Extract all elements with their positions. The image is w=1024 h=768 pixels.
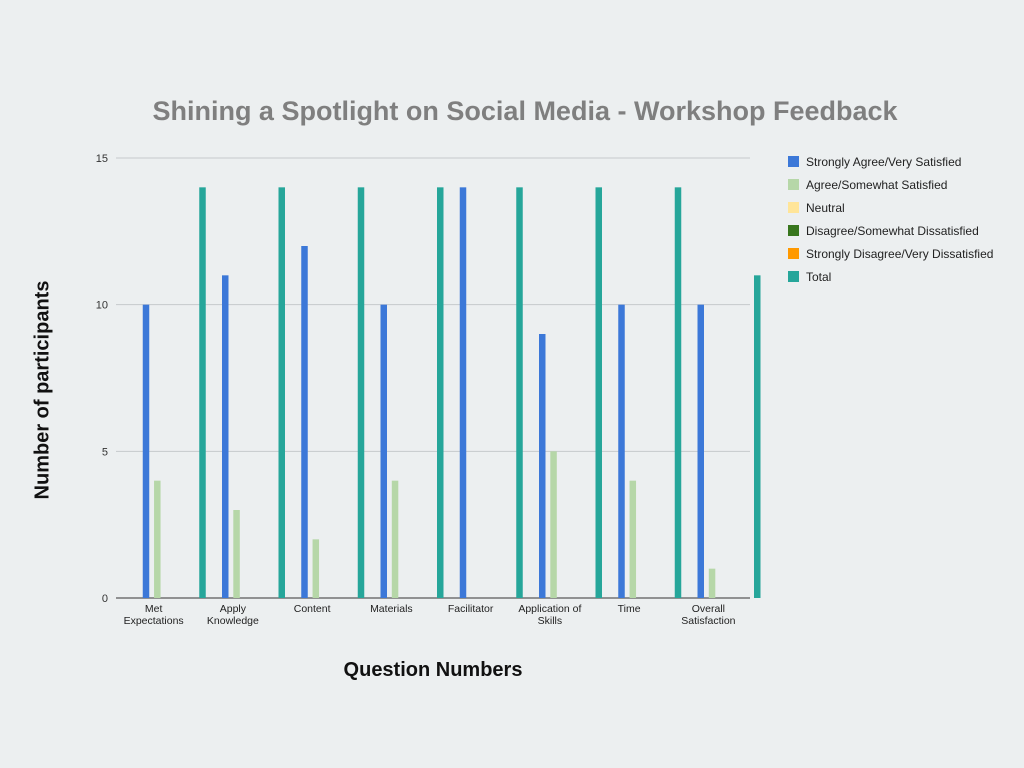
bar-agree-somewhat-satisfied [550,451,557,598]
bar-total [278,187,285,599]
bar-strongly-agree-very-satisfied [222,275,229,598]
x-tick-label-line: Expectations [124,615,184,627]
bar-agree-somewhat-satisfied [391,480,399,598]
bar-agree-somewhat-satisfied [708,568,716,598]
chart-title: Shining a Spotlight on Social Media - Wo… [152,96,898,126]
chart-legend: Strongly Agree/Very Satisfied Agree/Somew… [788,150,993,288]
legend-label: Strongly Agree/Very Satisfied [806,154,962,169]
bar-agree-somewhat-satisfied [312,539,320,598]
bar-agree-somewhat-satisfied [233,510,240,598]
x-tick-label: Met Expectations [124,603,184,627]
x-tick-label-line: Met [145,603,163,615]
bar-total [516,187,523,599]
x-tick-label: Content [294,603,331,615]
x-tick-label-line: Knowledge [207,615,259,627]
bar-total [674,187,682,599]
bar-total [595,187,602,599]
legend-label: Strongly Disagree/Very Dissatisfied [806,246,994,261]
legend-item: Disagree/Somewhat Dissatisfied [788,219,993,242]
bar-total [199,187,206,599]
bar-total [357,187,365,599]
legend-item: Strongly Disagree/Very Dissatisfied [788,242,993,265]
legend-swatch [788,156,799,167]
x-tick-label: Time [618,603,641,615]
x-tick-label-line: Facilitator [448,603,494,615]
legend-swatch [788,248,799,259]
bar-strongly-agree-very-satisfied [618,304,625,598]
bar-agree-somewhat-satisfied [154,480,161,598]
bar-strongly-agree-very-satisfied [539,334,546,598]
x-tick-label: Facilitator [448,603,494,615]
y-tick-label: 15 [96,153,108,165]
bar-strongly-agree-very-satisfied [697,304,704,598]
legend-label: Neutral [806,200,845,215]
bar-total [754,275,761,598]
x-tick-label-line: Materials [370,603,413,615]
legend-swatch [788,271,799,282]
x-tick-label: Materials [370,603,413,615]
x-tick-label-line: Content [294,603,331,615]
x-tick-label-line: Apply [220,603,247,615]
legend-item: Agree/Somewhat Satisfied [788,173,993,196]
x-tick-label-line: Time [618,603,641,615]
bar-strongly-agree-very-satisfied [301,246,308,598]
x-axis-title: Question Numbers [343,659,523,681]
x-tick-label: Application of Skills [518,603,581,627]
y-tick-label: 10 [96,300,108,312]
x-tick-label-line: Skills [538,615,563,627]
x-tick-label-line: Application of [518,603,581,615]
legend-swatch [788,179,799,190]
bar-agree-somewhat-satisfied [629,480,637,598]
y-tick-label: 5 [102,446,108,458]
bar-strongly-agree-very-satisfied [459,187,467,599]
bar-strongly-agree-very-satisfied [142,304,150,598]
legend-item: Total [788,265,993,288]
legend-label: Total [806,269,832,284]
x-tick-label: Overall Satisfaction [681,603,735,627]
legend-item: Neutral [788,196,993,219]
y-tick-label: 0 [102,593,108,605]
bar-strongly-agree-very-satisfied [380,304,387,598]
legend-label: Agree/Somewhat Satisfied [806,177,948,192]
x-tick-label: Apply Knowledge [207,603,259,627]
legend-item: Strongly Agree/Very Satisfied [788,150,993,173]
legend-swatch [788,202,799,213]
legend-swatch [788,225,799,236]
x-tick-label-line: Satisfaction [681,615,735,627]
x-tick-label-line: Overall [692,603,725,615]
bar-total [437,187,444,599]
legend-label: Disagree/Somewhat Dissatisfied [806,223,979,238]
